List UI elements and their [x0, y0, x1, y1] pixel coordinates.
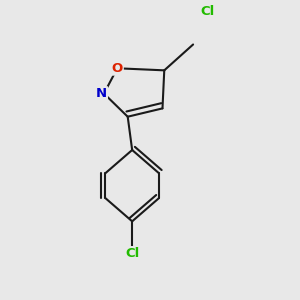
Text: N: N	[96, 87, 107, 100]
Text: O: O	[112, 62, 123, 75]
Text: Cl: Cl	[125, 247, 139, 260]
Text: Cl: Cl	[201, 5, 215, 18]
